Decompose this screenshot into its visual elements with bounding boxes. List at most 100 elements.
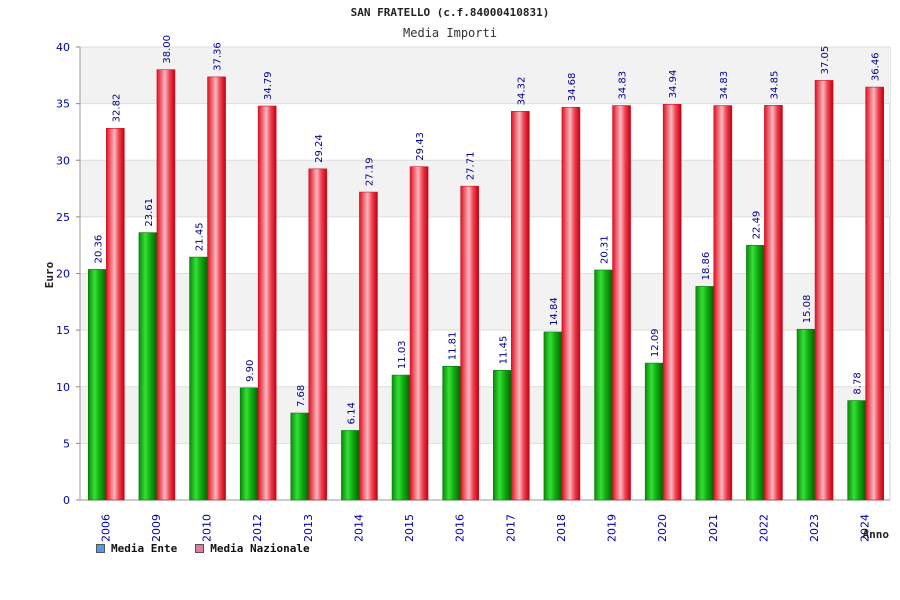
data-label: 38.00 xyxy=(162,35,173,64)
data-label: 7.68 xyxy=(296,385,307,407)
data-label: 23.61 xyxy=(144,198,155,227)
data-label: 36.46 xyxy=(871,52,882,81)
chart-title: SAN FRATELLO (c.f.84000410831) xyxy=(351,6,550,19)
data-label: 29.43 xyxy=(415,132,426,161)
data-label: 29.24 xyxy=(314,134,325,163)
bar-media-ente xyxy=(88,269,107,501)
data-label: 32.82 xyxy=(111,94,122,123)
y-tick-label: 20 xyxy=(56,268,70,281)
data-label: 34.83 xyxy=(719,71,730,100)
x-tick-label: 2014 xyxy=(352,514,365,542)
data-label: 11.45 xyxy=(498,336,509,365)
bar-media-nazionale xyxy=(257,105,277,501)
bar-media-nazionale xyxy=(460,185,479,501)
data-label: 20.31 xyxy=(600,235,611,264)
bar-media-nazionale xyxy=(612,105,631,501)
bar-media-nazionale xyxy=(865,86,884,501)
x-tick-label: 2016 xyxy=(454,514,467,542)
data-label: 37.36 xyxy=(213,42,224,71)
bar-media-nazionale xyxy=(814,80,834,501)
data-label: 11.03 xyxy=(397,340,408,369)
y-axis-label: Euro xyxy=(43,261,56,288)
bar-media-ente xyxy=(644,362,664,501)
x-tick-label: 2019 xyxy=(606,514,619,542)
legend-item-ente: Media Ente xyxy=(96,542,177,555)
chart-subtitle: Media Importi xyxy=(403,26,497,40)
legend: Media Ente Media Nazionale xyxy=(96,542,310,555)
y-tick-label: 25 xyxy=(56,211,70,224)
bar-media-ente xyxy=(341,430,360,501)
bar-media-ente xyxy=(391,374,411,501)
legend-item-nazionale: Media Nazionale xyxy=(195,542,310,555)
y-tick-label: 30 xyxy=(56,154,70,167)
bar-media-nazionale xyxy=(561,106,581,501)
data-label: 20.36 xyxy=(93,235,104,264)
x-tick-label: 2022 xyxy=(757,514,770,542)
y-tick-label: 10 xyxy=(56,381,70,394)
y-tick-label: 35 xyxy=(56,98,70,111)
bar-media-nazionale xyxy=(511,111,530,501)
bar-media-nazionale xyxy=(106,128,125,501)
bar-media-ente xyxy=(746,245,765,501)
bar-media-ente xyxy=(543,331,563,501)
bar-media-ente xyxy=(290,412,310,501)
y-tick-label: 40 xyxy=(56,41,70,54)
legend-label-nazionale: Media Nazionale xyxy=(210,542,310,555)
data-label: 15.08 xyxy=(802,295,813,324)
data-label: 9.90 xyxy=(245,360,256,382)
data-label: 27.19 xyxy=(364,157,375,186)
data-labels: 20.36 32.82 23.61 38.00 21.45 37.36 9.90 34.79 7… xyxy=(93,35,881,424)
data-label: 34.85 xyxy=(769,71,780,100)
data-label: 37.05 xyxy=(820,46,831,75)
x-tick-label: 2024 xyxy=(859,514,872,542)
bar-media-nazionale xyxy=(207,76,226,501)
x-tick-label: 2006 xyxy=(99,514,112,542)
data-label: 34.79 xyxy=(263,71,274,100)
x-tick-label: 2012 xyxy=(251,514,264,542)
x-tick-label: 2017 xyxy=(504,514,517,542)
data-label: 12.09 xyxy=(650,328,661,357)
y-tick-label: 5 xyxy=(63,437,70,450)
bar-media-ente xyxy=(796,328,816,501)
y-axis-ticks: 0 5 10 15 20 25 30 35 40 xyxy=(56,41,70,507)
bar-media-nazionale xyxy=(308,168,328,501)
bar-media-nazionale xyxy=(359,191,378,501)
x-axis-ticks: 2006 2009 2010 2012 2013 2014 2015 2016 2017 2018… xyxy=(99,514,871,542)
x-tick-label: 2023 xyxy=(808,514,821,542)
y-tick-label: 0 xyxy=(63,494,70,507)
x-tick-label: 2021 xyxy=(707,514,720,542)
data-label: 34.83 xyxy=(618,71,629,100)
bar-media-nazionale xyxy=(409,166,429,501)
bar-media-nazionale xyxy=(156,69,176,501)
bar-media-ente xyxy=(138,232,158,501)
x-tick-label: 2009 xyxy=(150,514,163,542)
bar-media-ente xyxy=(239,387,259,501)
bar-media-ente xyxy=(594,269,613,501)
bars xyxy=(88,69,884,501)
data-label: 11.81 xyxy=(448,332,459,361)
bar-media-ente xyxy=(189,256,208,501)
x-tick-label: 2020 xyxy=(656,514,669,542)
x-tick-label: 2018 xyxy=(555,514,568,542)
data-label: 34.32 xyxy=(516,77,527,106)
bar-media-ente xyxy=(847,400,866,501)
bar-media-nazionale xyxy=(662,104,682,501)
y-tick-label: 15 xyxy=(56,324,70,337)
legend-label-ente: Media Ente xyxy=(111,542,178,555)
data-label: 34.68 xyxy=(567,73,578,102)
data-label: 22.49 xyxy=(751,211,762,240)
bar-media-ente xyxy=(493,370,512,501)
x-axis-label: Anno xyxy=(863,528,890,541)
data-label: 6.14 xyxy=(346,402,357,424)
bar-media-ente xyxy=(442,365,461,501)
data-label: 14.84 xyxy=(549,297,560,326)
x-tick-label: 2010 xyxy=(201,514,214,542)
bar-media-nazionale xyxy=(713,105,733,501)
data-label: 21.45 xyxy=(195,222,206,251)
legend-swatch-nazionale xyxy=(195,544,205,553)
x-tick-label: 2013 xyxy=(302,514,315,542)
legend-swatch-ente xyxy=(96,544,105,553)
data-label: 34.94 xyxy=(668,70,679,99)
x-tick-label: 2015 xyxy=(403,514,416,542)
